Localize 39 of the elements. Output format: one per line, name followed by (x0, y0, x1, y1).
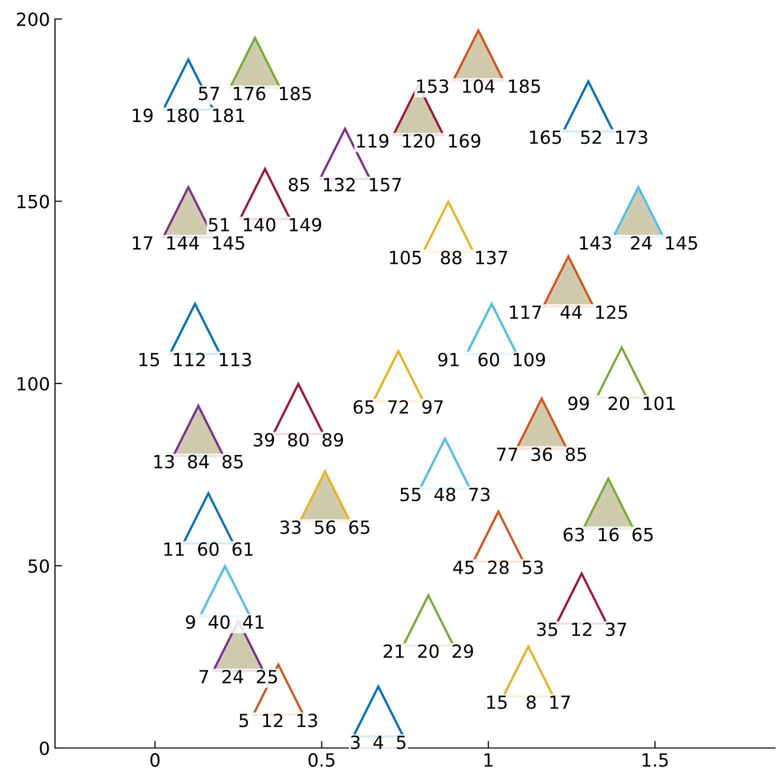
annotation: 55 48 73 (400, 488, 490, 502)
annotation: 143 24 145 (580, 236, 698, 250)
x-tick-label: 0 (150, 753, 160, 767)
y-tick-label: 100 (18, 376, 49, 391)
x-tick-label: 1.5 (642, 753, 668, 767)
annotation: 13 84 85 (154, 454, 243, 468)
annotation: 15 112 113 (140, 352, 251, 366)
annotation: 165 52 173 (530, 130, 648, 144)
annotation: 77 36 85 (497, 448, 586, 462)
annotation: 17 144 145 (132, 236, 244, 250)
annotation: 105 88 137 (390, 250, 508, 264)
annotation: 19 180 181 (132, 108, 244, 122)
annotation: 99 20 101 (568, 396, 675, 410)
annotation: 153 104 185 (417, 79, 540, 94)
annotation: 91 60 109 (438, 352, 545, 366)
y-tick-label: 0 (40, 741, 49, 756)
annotation: 63 16 65 (564, 528, 653, 542)
annotation: 33 56 65 (280, 520, 370, 534)
annotation: 5 12 13 (240, 714, 318, 728)
annotation: 3 4 5 (351, 735, 406, 750)
annotation: 39 80 89 (254, 432, 344, 447)
annotation: 117 44 125 (510, 305, 628, 320)
annotation: 45 28 53 (453, 560, 543, 574)
annotation: 85 132 157 (288, 178, 401, 192)
annotation: 119 120 169 (357, 134, 480, 148)
annotation: 15 8 17 (487, 695, 570, 710)
y-tick-label: 50 (28, 559, 49, 573)
annotation: 65 72 97 (354, 400, 443, 414)
annotation: 21 20 29 (384, 644, 474, 658)
annotation: 35 12 37 (537, 622, 626, 636)
y-tick-label: 150 (18, 194, 49, 208)
annotation: 51 140 149 (208, 218, 322, 232)
annotation: 9 40 41 (186, 615, 264, 629)
y-tick-label: 200 (17, 12, 49, 26)
x-tick-label: 0.5 (308, 753, 334, 767)
annotation: 7 24 25 (200, 670, 277, 684)
x-tick-label: 1 (484, 753, 492, 767)
annotation: 57 176 185 (198, 86, 311, 100)
annotation: 11 60 61 (164, 542, 253, 556)
